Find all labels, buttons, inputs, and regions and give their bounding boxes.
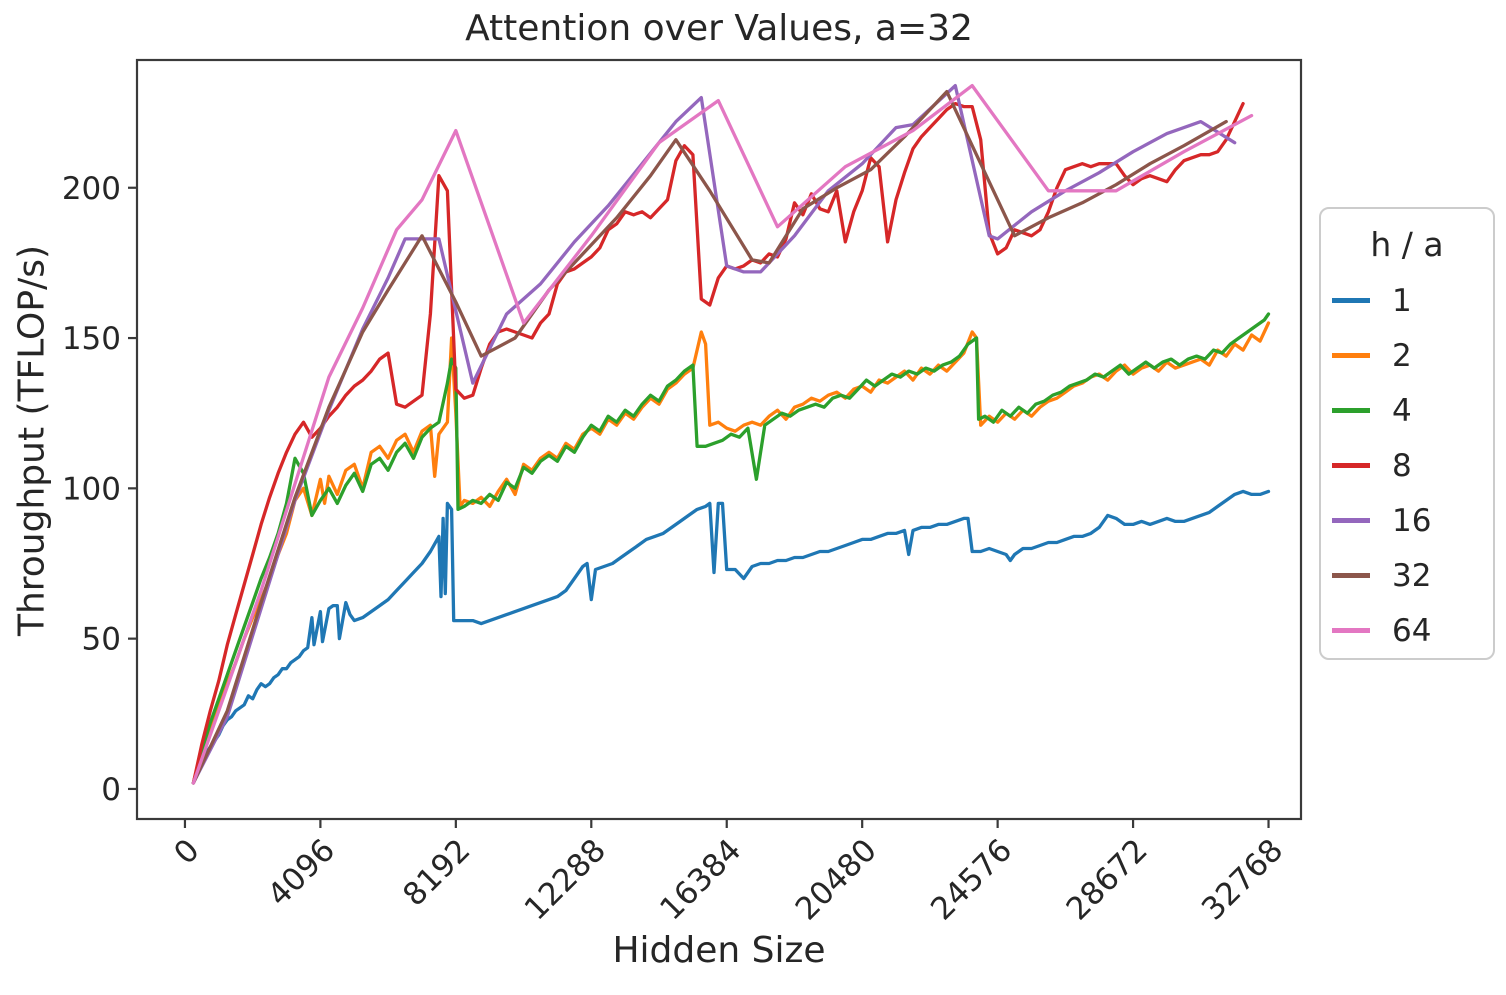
x-tick-label: 0	[167, 832, 206, 871]
legend-item-label: 8	[1392, 447, 1412, 484]
x-tick-label: 20480	[789, 832, 884, 927]
legend-item-label: 4	[1392, 392, 1412, 429]
legend-item: 4	[1321, 383, 1493, 438]
legend-item-label: 2	[1392, 337, 1412, 374]
series-line-32	[191, 89, 1228, 785]
legend-item: 64	[1321, 603, 1493, 658]
series-line-2	[191, 321, 1271, 785]
legend-item: 2	[1321, 328, 1493, 383]
x-tick-label: 4096	[261, 832, 342, 913]
y-tick-label: 0	[101, 772, 121, 808]
legend-line-sample	[1332, 518, 1370, 523]
legend-item-label: 32	[1392, 557, 1432, 594]
legend-item: 8	[1321, 438, 1493, 493]
legend-line-sample	[1332, 408, 1370, 413]
y-tick-label: 100	[62, 471, 121, 507]
y-tick-label: 200	[62, 171, 121, 207]
x-tick-label: 24576	[924, 832, 1019, 927]
series-line-16	[191, 83, 1237, 785]
legend-title: h / a	[1370, 225, 1444, 264]
series-line-4	[191, 312, 1271, 785]
series-line-8	[191, 101, 1245, 785]
y-tick-label: 50	[82, 622, 121, 658]
legend-item: 1	[1321, 273, 1493, 328]
legend-item-label: 16	[1392, 502, 1432, 539]
y-axis-label: Throughput (TFLOP/s)	[11, 244, 53, 637]
legend: h / a 1 2 4 8 16 32 64	[1319, 207, 1495, 660]
legend-line-sample	[1332, 463, 1370, 468]
y-tick-label: 150	[62, 321, 121, 357]
x-axis-label: Hidden Size	[612, 930, 826, 971]
x-tick-label: 16384	[653, 832, 748, 927]
chart-title: Attention over Values, a=32	[465, 8, 973, 49]
legend-item: 16	[1321, 493, 1493, 548]
x-tick-label: 8192	[396, 832, 477, 913]
x-tick-label: 28672	[1060, 832, 1155, 927]
legend-line-sample	[1332, 298, 1370, 303]
legend-items: 1 2 4 8 16 32 64	[1321, 273, 1493, 658]
legend-line-sample	[1332, 353, 1370, 358]
series-line-1	[191, 489, 1271, 785]
legend-line-sample	[1332, 573, 1370, 578]
legend-line-sample	[1332, 628, 1370, 633]
legend-item-label: 1	[1392, 282, 1412, 319]
x-tick-label: 12288	[518, 832, 613, 927]
legend-item: 32	[1321, 548, 1493, 603]
series-line-64	[191, 83, 1254, 785]
legend-item-label: 64	[1392, 612, 1432, 649]
x-tick-label: 32768	[1195, 832, 1290, 927]
